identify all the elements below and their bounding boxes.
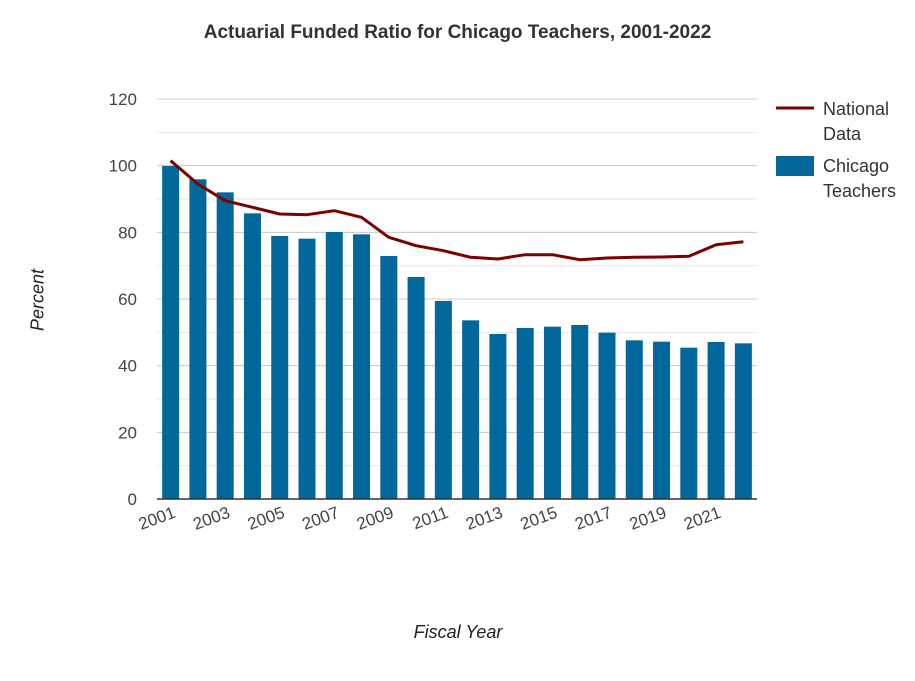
y-tick-label: 60 — [118, 290, 137, 309]
x-tick-label: 2015 — [518, 503, 560, 534]
x-tick-label: 2019 — [627, 503, 669, 534]
y-tick-label: 20 — [118, 423, 137, 442]
legend: National Data Chicago Teachers — [776, 99, 896, 201]
bar-chicago-teachers — [707, 342, 725, 499]
bar-chicago-teachers — [625, 340, 643, 499]
bar-chicago-teachers — [598, 332, 616, 499]
x-axis-label: Fiscal Year — [413, 622, 503, 642]
x-tick-label: 2009 — [354, 503, 396, 534]
bar-chicago-teachers — [516, 328, 534, 499]
line-national-data — [169, 159, 744, 262]
bar-chicago-teachers — [434, 301, 452, 499]
bar-chicago-teachers — [353, 234, 371, 500]
bar-chicago-teachers — [298, 238, 316, 499]
y-tick-label: 100 — [109, 157, 137, 176]
bar-chicago-teachers — [407, 277, 425, 499]
bar-chicago-teachers — [489, 334, 507, 499]
bar-chicago-teachers — [571, 325, 589, 499]
x-tick-label: 2007 — [300, 503, 342, 534]
legend-bar-swatch — [776, 156, 814, 176]
x-tick-label: 2005 — [245, 503, 287, 534]
y-tick-label: 40 — [118, 357, 137, 376]
legend-label-chicago-teachers: Teachers — [823, 181, 896, 201]
bar-chicago-teachers — [380, 256, 398, 499]
x-tick-label: 2011 — [410, 503, 451, 533]
x-tick-label: 2013 — [463, 503, 505, 534]
legend-label-chicago-teachers: Chicago — [823, 156, 889, 176]
bar-chicago-teachers — [243, 213, 261, 500]
bar-chicago-teachers — [216, 192, 234, 500]
y-tick-label: 120 — [109, 90, 137, 109]
legend-label-national-data: National — [823, 99, 889, 119]
bar-chicago-teachers — [162, 166, 180, 499]
bar-chicago-teachers — [680, 347, 698, 499]
legend-label-national-data: Data — [823, 124, 862, 144]
x-tick-label: 2017 — [572, 503, 614, 534]
line-series — [169, 159, 744, 262]
y-tick-label: 0 — [128, 490, 137, 509]
x-tick-label: 2003 — [191, 503, 233, 534]
bar-chicago-teachers — [271, 236, 289, 499]
bar-chicago-teachers — [189, 179, 207, 500]
x-tick-label: 2021 — [681, 503, 723, 534]
x-tick-label: 2001 — [136, 503, 178, 534]
bar-chicago-teachers — [734, 343, 752, 499]
bar-series — [162, 166, 752, 500]
bar-chicago-teachers — [462, 320, 480, 499]
chart-title: Actuarial Funded Ratio for Chicago Teach… — [203, 22, 712, 43]
bar-chicago-teachers — [325, 232, 343, 499]
bar-chicago-teachers — [653, 341, 671, 499]
y-tick-label: 80 — [118, 223, 137, 242]
bar-chicago-teachers — [543, 326, 561, 499]
